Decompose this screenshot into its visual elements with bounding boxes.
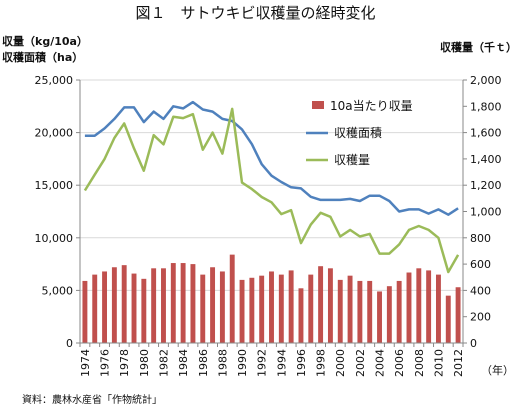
bar-yield [121,265,127,343]
left-tick-label: 25,000 [35,74,74,87]
left-tick-label: 20,000 [35,127,74,140]
bar-yield [141,278,147,343]
bar-yield [170,263,176,343]
bar-yield [318,266,324,343]
bar-yield [455,287,461,343]
x-tick-label: 1998 [315,349,328,377]
x-axis-unit-label: （年） [481,363,511,377]
legend-label-yield: 10a当たり収量 [330,99,413,113]
bar-yield [357,280,363,343]
bar-yield [92,274,98,343]
bar-series [82,254,461,343]
right-tick-label: 600 [470,258,491,271]
bar-yield [180,263,186,343]
bar-yield [435,274,441,343]
legend-label-area: 収穫面積 [334,125,382,140]
bar-yield [367,280,373,343]
right-tick-label: 1,200 [470,179,502,192]
bar-yield [239,279,245,343]
bar-yield [396,280,402,343]
x-tick-label: 1988 [216,349,229,377]
left-tick-label: 5,000 [42,284,74,297]
line-series [83,100,460,274]
bar-yield [416,268,422,343]
x-tick-label: 2000 [334,349,347,377]
bar-yield [102,271,108,343]
bar-yield [131,273,137,343]
x-tick-label: 1994 [275,349,288,377]
x-tick-label: 2010 [432,349,445,377]
bar-yield [200,274,206,343]
right-tick-label: 1,400 [470,153,502,166]
line-area [84,100,459,216]
bar-yield [386,286,392,343]
bar-yield [111,267,117,343]
bar-yield [288,270,294,343]
right-axis-label: 収穫量（千ｔ） [440,41,511,54]
right-tick-label: 200 [470,311,491,324]
left-tick-label: 15,000 [35,179,74,192]
x-tick-label: 1992 [256,349,269,377]
bar-yield [190,264,196,343]
line-harvest [83,107,460,274]
left-axis-label-area: 収穫面積（ha） [2,51,84,64]
left-axis-label-yield: 収量（kg/10a） [2,35,88,48]
bar-yield [151,268,157,343]
bar-yield [298,288,304,343]
x-tick-label: 1996 [295,349,308,377]
bar-yield [161,268,166,343]
left-tick-labels: 0 5,000 10,000 15,000 20,000 25,000 [35,74,74,350]
left-tick-label: 10,000 [35,232,74,245]
right-tick-label: 1,000 [470,206,502,219]
bar-yield [327,268,333,343]
bar-yield [229,254,235,343]
bar-yield [278,274,284,343]
bar-yield [82,280,88,343]
right-tick-labels: 0 200 400 600 800 1,000 1,200 1,400 1,600 1,800 2,… [470,74,502,350]
bar-yield [426,270,432,343]
bar-yield [337,279,343,343]
x-tick-labels: 1974 1976 1978 1980 1982 1984 1986 1988 1990 1992… [79,349,465,377]
right-tick-label: 400 [470,284,491,297]
source-note: 資料：農林水産省「作物統計」 [22,395,162,406]
bar-yield [445,295,451,343]
x-tick-label: 2008 [413,349,426,377]
x-tick-label: 1974 [79,349,92,377]
bar-yield [269,271,274,343]
left-tick-label: 0 [66,337,73,350]
x-tick-label: 1980 [138,349,151,377]
bar-yield [259,275,265,343]
bar-yield [210,267,216,343]
x-tick-label: 1982 [157,349,170,377]
bar-yield [249,277,255,343]
right-tick-label: 0 [470,337,477,350]
bar-yield [377,291,382,343]
bar-yield [406,272,412,343]
legend-swatch-yield [312,101,324,109]
x-tick-label: 2012 [452,349,465,377]
right-tick-label: 1,600 [470,127,502,140]
axes [79,80,464,344]
bar-yield [308,274,314,343]
x-tick-label: 1990 [236,349,249,377]
legend: 10a当たり収量 収穫面積 収穫量 [306,99,413,167]
x-tick-label: 1978 [118,349,131,377]
x-tick-label: 1986 [197,349,210,377]
chart-title: 図１ サトウキビ収穫量の経時変化 [135,4,376,22]
bar-yield [219,271,225,343]
x-tick-label: 1976 [99,349,112,377]
bar-yield [347,275,353,343]
x-tick-label: 1984 [177,349,190,377]
right-tick-label: 2,000 [470,74,502,87]
right-tick-label: 800 [470,232,491,245]
x-tick-label: 2006 [393,349,406,377]
legend-label-harvest: 収穫量 [334,153,370,167]
right-tick-label: 1,800 [470,100,502,113]
x-tick-label: 2004 [374,349,387,377]
x-tick-label: 2002 [354,349,367,377]
